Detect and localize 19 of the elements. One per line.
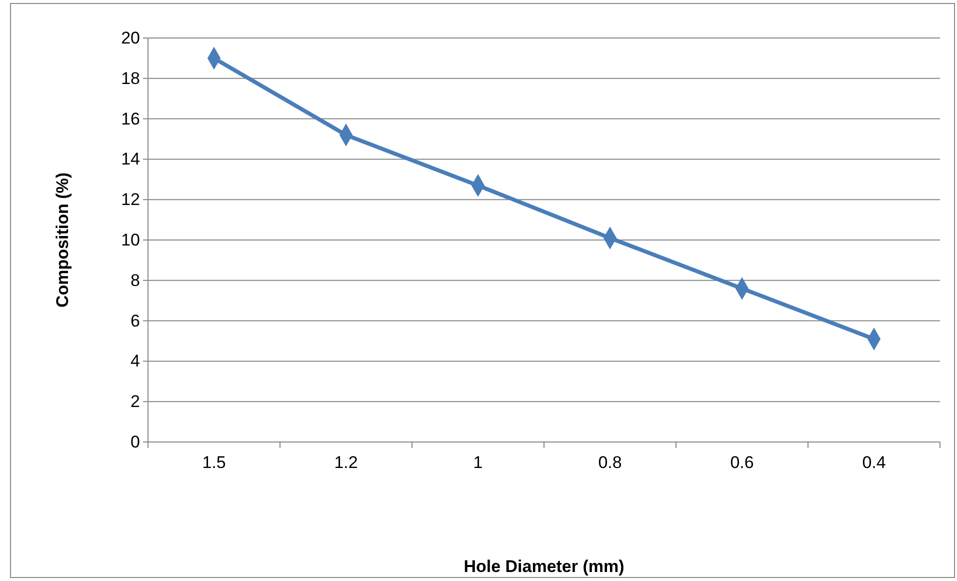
x-tick-label: 1.2	[334, 453, 358, 472]
y-tick-label: 10	[121, 230, 140, 250]
y-tick-label: 12	[121, 190, 140, 210]
x-axis-title: Hole Diameter (mm)	[464, 557, 624, 576]
y-tick-label: 18	[121, 68, 140, 88]
y-tick-label: 20	[121, 28, 140, 48]
y-tick-label: 6	[130, 311, 140, 330]
x-tick-label: 0.6	[730, 453, 754, 472]
x-tick-label: 0.4	[862, 453, 886, 472]
x-tick-label: 0.8	[598, 453, 622, 472]
y-tick-label: 14	[121, 150, 140, 169]
y-tick-label: 16	[121, 109, 140, 128]
y-tick-label: 0	[130, 432, 140, 452]
y-tick-label: 2	[130, 392, 140, 412]
x-tick-label: 1.5	[202, 453, 226, 472]
y-axis-title: Composition (%)	[53, 172, 72, 308]
x-tick-label: 1	[473, 453, 483, 472]
y-tick-label: 8	[130, 270, 140, 290]
y-tick-label: 4	[130, 352, 140, 371]
